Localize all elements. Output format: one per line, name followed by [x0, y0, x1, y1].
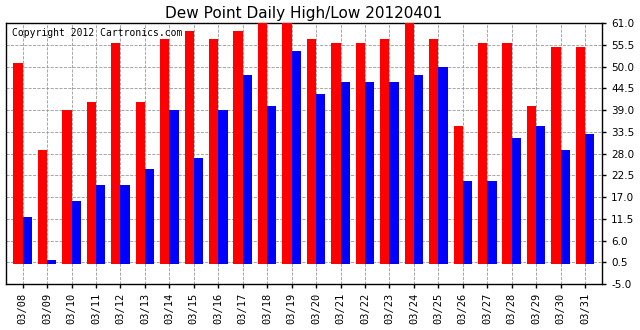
- Bar: [356, 43, 365, 264]
- Bar: [414, 75, 423, 264]
- Bar: [218, 110, 228, 264]
- Bar: [404, 23, 414, 264]
- Bar: [13, 63, 22, 264]
- Bar: [87, 102, 96, 264]
- Bar: [47, 260, 56, 264]
- Bar: [160, 39, 170, 264]
- Bar: [170, 110, 179, 264]
- Bar: [22, 217, 32, 264]
- Bar: [316, 94, 325, 264]
- Bar: [96, 185, 106, 264]
- Bar: [478, 43, 487, 264]
- Bar: [340, 82, 350, 264]
- Bar: [258, 23, 267, 264]
- Bar: [536, 126, 545, 264]
- Bar: [502, 43, 512, 264]
- Text: Copyright 2012 Cartronics.com: Copyright 2012 Cartronics.com: [12, 28, 182, 38]
- Title: Dew Point Daily High/Low 20120401: Dew Point Daily High/Low 20120401: [165, 6, 442, 20]
- Bar: [487, 181, 497, 264]
- Bar: [576, 47, 585, 264]
- Bar: [551, 47, 561, 264]
- Bar: [561, 150, 570, 264]
- Bar: [380, 39, 390, 264]
- Bar: [145, 170, 154, 264]
- Bar: [585, 134, 595, 264]
- Bar: [463, 181, 472, 264]
- Bar: [38, 150, 47, 264]
- Bar: [209, 39, 218, 264]
- Bar: [512, 138, 521, 264]
- Bar: [136, 102, 145, 264]
- Bar: [454, 126, 463, 264]
- Bar: [111, 43, 120, 264]
- Bar: [332, 43, 340, 264]
- Bar: [184, 31, 194, 264]
- Bar: [194, 158, 203, 264]
- Bar: [282, 23, 292, 264]
- Bar: [267, 106, 276, 264]
- Bar: [234, 31, 243, 264]
- Bar: [307, 39, 316, 264]
- Bar: [72, 201, 81, 264]
- Bar: [243, 75, 252, 264]
- Bar: [120, 185, 130, 264]
- Bar: [438, 67, 447, 264]
- Bar: [365, 82, 374, 264]
- Bar: [527, 106, 536, 264]
- Bar: [390, 82, 399, 264]
- Bar: [62, 110, 72, 264]
- Bar: [292, 51, 301, 264]
- Bar: [429, 39, 438, 264]
